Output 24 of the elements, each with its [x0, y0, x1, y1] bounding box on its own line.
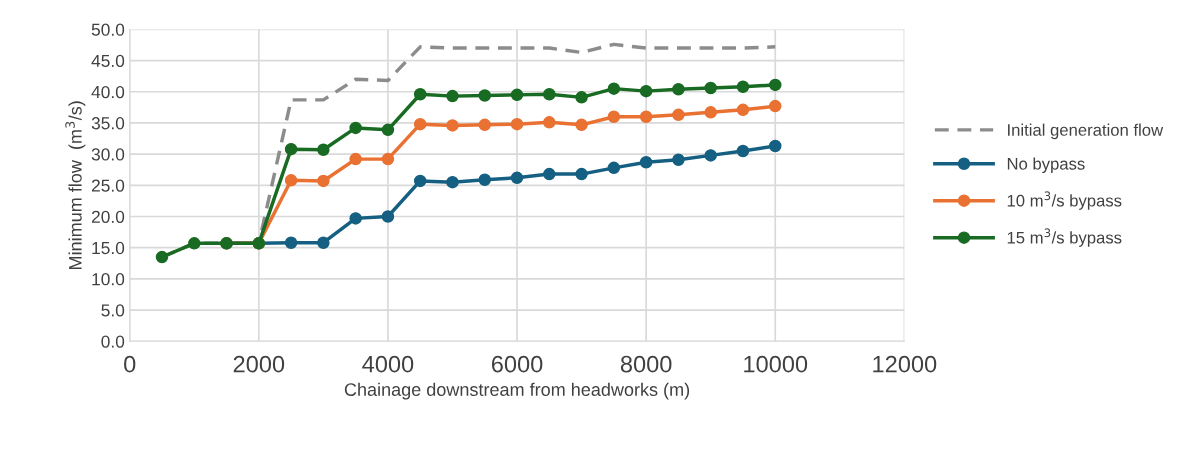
x-tick-label: 0 — [124, 355, 136, 373]
y-tick-label: 25.0 — [91, 179, 125, 192]
x-axis-title: Chainage downstream from headworks (m) — [344, 382, 690, 400]
x-tick-label: 4000 — [362, 355, 414, 373]
y-tick-label: 10.0 — [92, 273, 125, 286]
y-tick-label: 20.0 — [91, 210, 125, 223]
y-tick-label: 40.0 — [91, 85, 125, 99]
y-tick-label: 30.0 — [91, 148, 125, 161]
x-tick-label: 8000 — [620, 355, 672, 373]
y-tick-label: 0.0 — [101, 335, 125, 348]
x-tick-label: 12000 — [873, 355, 937, 373]
x-tick-label: 10000 — [744, 355, 808, 373]
y-tick-label: 15.0 — [92, 241, 125, 255]
y-axis-title: Minimum flow (m$^{3}$/s) — [65, 101, 86, 269]
y-tick-label: 50.0 — [91, 23, 125, 36]
x-tick-label: 2000 — [233, 355, 285, 373]
x-tick-label: 6000 — [491, 355, 543, 373]
y-tick-label: 35.0 — [91, 117, 125, 130]
y-tick-label: 5.0 — [101, 304, 125, 317]
legend-label: 15 m$^{3}$/s bypass — [1007, 228, 1122, 247]
y-tick-label: 45.0 — [91, 54, 125, 68]
legend-label: No bypass — [1007, 157, 1085, 174]
legend-label: Initial generation flow — [1008, 123, 1164, 140]
legend-label: 10 m$^{3}$/s bypass — [1007, 191, 1122, 210]
